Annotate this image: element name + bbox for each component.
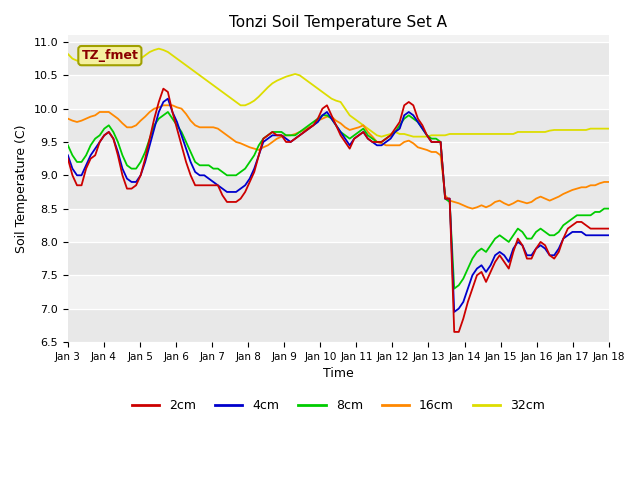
- Bar: [68, 9, 609, 42]
- Y-axis label: Soil Temperature (C): Soil Temperature (C): [15, 124, 28, 253]
- X-axis label: Time: Time: [323, 367, 354, 380]
- Bar: [68, 142, 609, 175]
- Title: Tonzi Soil Temperature Set A: Tonzi Soil Temperature Set A: [229, 15, 447, 30]
- Bar: [68, 275, 609, 309]
- Bar: [68, 75, 609, 108]
- Text: TZ_fmet: TZ_fmet: [81, 49, 138, 62]
- Legend: 2cm, 4cm, 8cm, 16cm, 32cm: 2cm, 4cm, 8cm, 16cm, 32cm: [127, 394, 550, 417]
- Bar: [68, 209, 609, 242]
